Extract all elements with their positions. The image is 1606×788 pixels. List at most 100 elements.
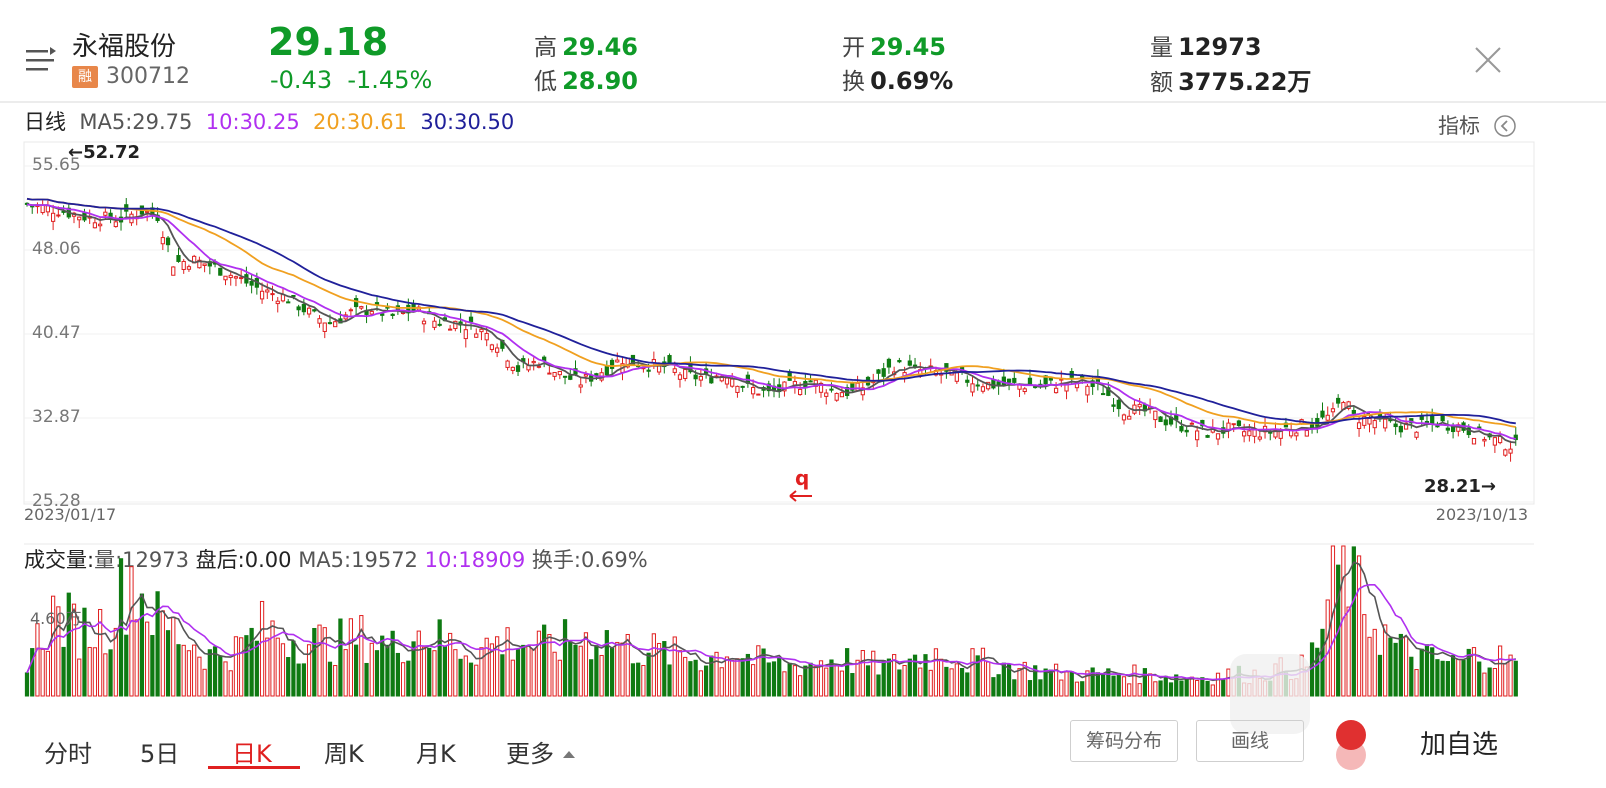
volume-bar <box>113 627 118 697</box>
candle <box>797 388 803 396</box>
tab-intraday[interactable]: 分时 <box>44 740 92 768</box>
candle <box>735 385 740 393</box>
volume-chart[interactable]: 4.60万 <box>0 542 1606 698</box>
close-icon[interactable] <box>1472 44 1504 76</box>
volume-bar <box>312 627 317 697</box>
candle <box>808 380 813 383</box>
candle <box>1325 414 1330 421</box>
candle <box>1106 387 1111 396</box>
volume-bar <box>683 656 688 697</box>
volume-bar <box>630 663 636 697</box>
candle <box>1127 415 1132 420</box>
price-axis: 55.65 48.06 40.47 32.87 25.28 <box>32 155 81 511</box>
candle <box>92 222 98 229</box>
tab-more[interactable]: 更多 <box>506 734 576 769</box>
ma20-label: 20:30.61 <box>313 110 407 134</box>
volume-bar <box>777 657 782 697</box>
price-tick-label: 25.28 <box>32 491 81 511</box>
candle <box>479 328 484 333</box>
volume-bar <box>1153 681 1158 697</box>
volume-bar <box>688 661 693 697</box>
volume-bar <box>939 658 944 697</box>
volume-bar <box>92 647 98 697</box>
volume-bar <box>71 603 77 697</box>
volume-bar <box>724 656 730 697</box>
draw-line-button[interactable]: 画线 <box>1196 720 1304 762</box>
candle <box>468 316 474 323</box>
return-latest-icon[interactable]: q <box>789 466 812 502</box>
volume-bar <box>808 662 813 697</box>
margin-badge: 融 <box>72 66 98 88</box>
volume-bar <box>918 667 923 697</box>
candle <box>77 216 82 221</box>
menu-icon[interactable] <box>26 46 58 76</box>
volume-bar <box>212 646 218 697</box>
candle <box>876 369 881 374</box>
volume-bar <box>876 674 881 697</box>
volume-bar <box>1033 665 1038 697</box>
candle <box>1195 430 1200 441</box>
volume-bar <box>400 662 406 697</box>
candle <box>1006 378 1012 383</box>
tab-5day[interactable]: 5日 <box>140 740 180 768</box>
volume-bar <box>552 651 557 697</box>
volume-bar <box>996 674 1001 697</box>
tab-monthly-k[interactable]: 月K <box>416 740 456 768</box>
volume-bar <box>87 646 92 697</box>
change-percent: -1.45% <box>347 66 433 94</box>
volume-bar <box>1362 614 1367 697</box>
volume-bar <box>66 592 71 697</box>
turnover-value: 0.69% <box>870 67 954 95</box>
candle <box>327 322 333 325</box>
candle <box>484 332 489 341</box>
volume-bar <box>416 630 421 697</box>
volume-bar <box>886 658 892 697</box>
candle <box>228 274 233 279</box>
candle <box>1215 433 1221 440</box>
add-favorite-button[interactable]: 加自选 <box>1420 730 1499 760</box>
volume-bar <box>1383 624 1388 697</box>
candle <box>510 366 515 371</box>
volume-bar <box>1142 668 1148 697</box>
candle <box>249 281 254 286</box>
volume-bar <box>1492 668 1498 697</box>
volume-bar <box>139 593 145 697</box>
candle <box>860 387 865 396</box>
volume-legend: 成交量:量:12973 盘后:0.00 MA5:19572 10:18909 换… <box>24 544 648 574</box>
record-dot-icon[interactable] <box>1336 720 1366 750</box>
volume-bar <box>1315 647 1320 697</box>
candle <box>1236 420 1242 427</box>
volume-bar <box>171 616 176 697</box>
volume-bar <box>1147 673 1153 697</box>
low-value: 28.90 <box>562 67 639 95</box>
ma20-line <box>26 197 1516 428</box>
candle <box>1304 430 1309 437</box>
chip-distribution-button[interactable]: 筹码分布 <box>1070 720 1178 762</box>
volume-bar <box>965 672 970 697</box>
volume-bar <box>719 667 724 697</box>
volume-bar <box>1503 663 1508 697</box>
volume-bar <box>1006 664 1012 697</box>
tab-weekly-k[interactable]: 周K <box>324 740 364 768</box>
candle <box>609 359 615 369</box>
volume-bar <box>834 665 839 697</box>
tab-daily-k[interactable]: 日K <box>232 740 272 768</box>
candle <box>1100 393 1106 396</box>
volume-bar <box>1022 661 1027 697</box>
volume-bar <box>531 648 536 697</box>
volume-bar <box>197 656 202 697</box>
volume-bar <box>108 649 113 697</box>
kline-grid <box>24 165 1534 503</box>
volume-bar <box>145 621 150 697</box>
indicator-button[interactable]: 指标 <box>1438 110 1517 140</box>
volume-axis-label: 4.60万 <box>30 609 82 628</box>
open-value: 29.45 <box>870 33 947 61</box>
volume-bar <box>218 655 223 697</box>
volume-bar <box>855 659 860 697</box>
volume-bar <box>761 648 766 697</box>
volume-bar <box>573 644 578 697</box>
volume-bar <box>61 646 66 697</box>
candle <box>1445 427 1450 431</box>
volume-bar <box>1106 668 1111 697</box>
